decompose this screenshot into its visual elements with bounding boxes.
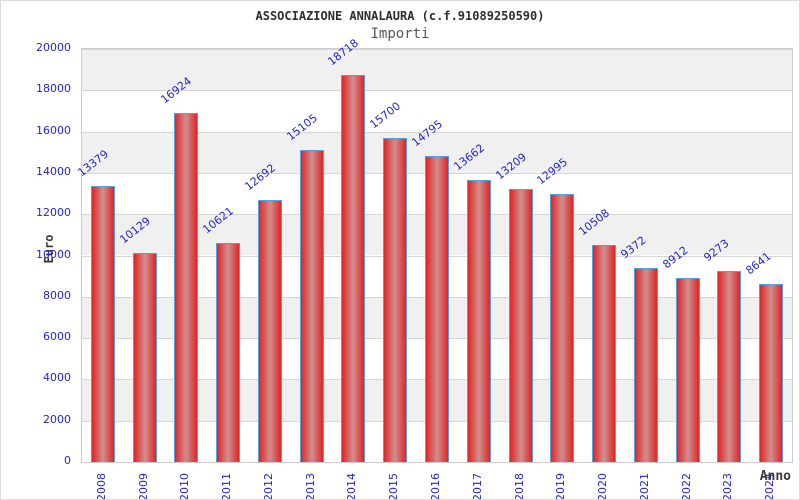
bar-2011 (216, 242, 241, 462)
y-tick-label: 14000 (36, 164, 71, 178)
bar-2023 (717, 270, 742, 462)
x-tick-label: 2013 (303, 473, 317, 500)
gridline (82, 131, 792, 133)
bar-2024 (759, 283, 784, 462)
x-tick-label: 2012 (261, 473, 275, 500)
x-tick-label: 2022 (679, 473, 693, 500)
x-tick-label: 2011 (220, 473, 234, 500)
x-tick-label: 2009 (136, 473, 150, 500)
y-tick-label: 0 (64, 454, 71, 467)
bar-2019 (550, 193, 575, 462)
x-tick-label: 2023 (721, 473, 735, 500)
y-tick-label: 16000 (36, 123, 71, 137)
bar-2018 (508, 189, 533, 462)
x-axis-title: Anno (759, 469, 791, 484)
bar-2008 (90, 185, 115, 462)
bar-2010 (174, 112, 199, 462)
bar-2014 (341, 75, 366, 462)
y-tick-label: 10000 (36, 247, 71, 261)
y-tick-label: 18000 (36, 82, 71, 96)
x-tick-label: 2019 (554, 473, 568, 500)
gridline (82, 90, 792, 92)
bar-2015 (383, 137, 408, 462)
x-tick-label: 2017 (470, 473, 484, 500)
bar-2017 (466, 179, 491, 462)
x-tick-label: 2018 (512, 473, 526, 500)
y-axis: 0 2000 4000 6000 8000 10000 12000 14000 16000 180… (1, 41, 75, 467)
y-tick-label: 12000 (36, 206, 71, 220)
x-tick-label: 2015 (387, 473, 401, 500)
plot-band (82, 49, 792, 91)
x-tick-label: 2020 (596, 473, 610, 500)
x-tick-label: 2010 (178, 473, 192, 500)
x-tick-label: 2021 (637, 473, 651, 500)
x-tick-label: 2016 (429, 473, 442, 500)
x-tick-label: 2014 (345, 473, 359, 500)
bar-2016 (425, 156, 449, 462)
y-tick-label: 6000 (43, 330, 71, 344)
bar-2021 (633, 268, 658, 462)
y-tick-label: 20000 (36, 41, 71, 54)
x-tick-label: 2008 (94, 473, 108, 500)
x-axis: 2008 2009 2010 2011 2012 2013 2014 2015 2016 2017… (81, 462, 791, 500)
chart-title: ASSOCIAZIONE ANNALAURA (c.f.91089250590) (255, 9, 545, 23)
gridline (82, 49, 792, 50)
bar-2022 (675, 277, 700, 462)
bar-2012 (257, 199, 282, 462)
plot-area: 13379 10129 16924 10621 12692 15105 18718 15700… (75, 37, 793, 463)
bar-2013 (299, 150, 324, 462)
chart-subtitle: Importi (370, 26, 430, 42)
y-tick-label: 8000 (43, 288, 71, 302)
bar-2009 (132, 252, 157, 462)
y-tick-label: 4000 (43, 371, 71, 385)
bar-2020 (592, 245, 617, 462)
plot-band (82, 90, 792, 132)
y-tick-label: 2000 (43, 412, 71, 426)
